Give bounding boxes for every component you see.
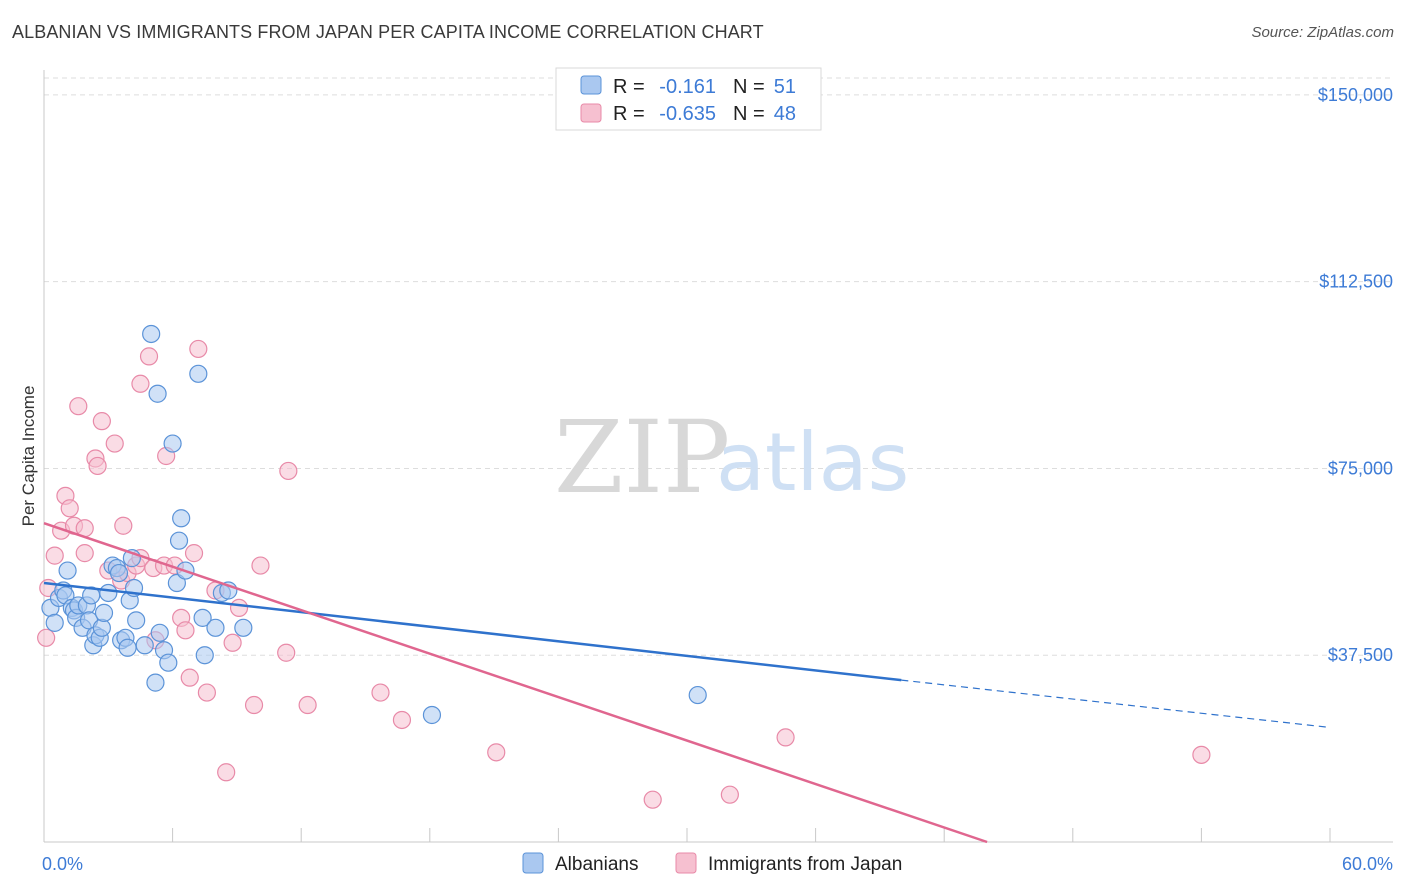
point-japan [37,628,56,647]
legend-r-label-2: R = [613,103,645,125]
bottom-legend-swatch-albanians [522,852,544,874]
point-japan [60,499,79,518]
point-japan [197,683,216,702]
axes [43,70,1393,843]
legend-n-value-1: 51 [774,76,796,98]
point-japan [139,347,159,366]
point-albanian [118,638,137,657]
point-albanian [688,685,707,705]
legend-n-label-2: N = [733,103,765,125]
point-albanian [167,573,186,593]
trend-line-japan [43,522,988,844]
x-tick-label-min: 0.0% [42,854,83,874]
point-albanian [206,618,225,637]
legend-r-value-2: -0.635 [659,103,716,125]
point-albanian [94,603,114,622]
point-japan [229,598,249,618]
point-japan [643,790,662,809]
point-albanian [169,531,189,550]
legend-n-label-1: N = [733,76,765,98]
watermark: ZIP atlas [554,399,909,516]
point-japan [114,516,133,535]
point-albanian [163,434,182,453]
point-albanian [195,646,214,665]
point-japan [487,743,506,762]
point-japan [69,397,88,416]
point-albanian [234,618,253,637]
bottom-legend-swatch-japan [675,852,697,874]
point-japan [277,643,296,662]
point-japan [251,556,270,575]
watermark-atlas: atlas [716,416,909,509]
point-albanian [193,608,212,627]
legend-swatch-albanians [580,75,602,95]
bottom-legend-label-albanians: Albanians [555,854,638,875]
point-japan [223,633,242,652]
point-albanian [142,324,161,344]
legend-box: R = -0.161 N = 51 R = -0.635 N = 48 [555,67,822,131]
point-albanian [92,618,111,637]
y-axis-label: Per Capita Income [19,386,38,527]
point-albanian [127,611,146,630]
point-japan [92,412,111,431]
y-tick-label: $75,000 [1328,458,1393,478]
series-albanians-points [41,324,707,725]
point-albanian [159,653,178,672]
point-japan [184,544,204,563]
source-credit: Source: ZipAtlas.com [1251,24,1394,41]
point-japan [105,434,124,453]
trend-line-albanians-extension [901,679,1331,729]
point-japan [720,785,739,804]
point-japan [1192,745,1211,764]
point-albanian [146,673,165,692]
point-albanian [135,636,154,655]
point-japan [371,683,390,702]
point-japan [75,544,94,563]
point-japan [176,621,195,640]
x-tick-label-max: 60.0% [1342,854,1393,874]
point-japan [131,374,150,393]
trend-line-albanians [43,581,902,682]
point-japan [180,668,199,687]
point-japan [776,728,795,747]
bottom-legend: Albanians Immigrants from Japan [522,852,902,875]
grid-lines [44,77,1393,656]
point-japan [88,456,107,476]
point-albanian [58,561,77,580]
point-albanian [99,583,118,603]
point-albanian [150,623,169,642]
point-albanian [422,705,442,725]
legend-swatch-japan [580,103,602,123]
legend-n-value-2: 48 [774,103,796,125]
y-tick-label: $112,500 [1319,272,1393,292]
point-albanian [45,613,64,632]
point-japan [45,546,64,565]
point-albanian [172,509,191,528]
legend-r-label-1: R = [613,76,645,98]
trend-lines [43,522,1331,844]
point-japan [217,763,236,782]
point-japan [189,339,208,359]
point-japan [298,695,317,715]
legend-r-value-1: -0.161 [659,76,716,98]
point-japan [279,461,298,481]
bottom-legend-label-japan: Immigrants from Japan [708,854,902,875]
watermark-zip: ZIP [554,399,730,516]
point-albanian [189,364,208,383]
point-albanian [109,563,129,583]
y-tick-label: $37,500 [1328,645,1393,665]
point-japan [244,695,264,715]
point-japan [392,710,412,730]
y-tick-label: $150,000 [1318,85,1393,105]
point-albanian [148,384,167,403]
y-tick-labels: $37,500 $75,000 $112,500 $150,000 [1318,85,1393,665]
chart-title: ALBANIAN VS IMMIGRANTS FROM JAPAN PER CA… [12,22,764,42]
